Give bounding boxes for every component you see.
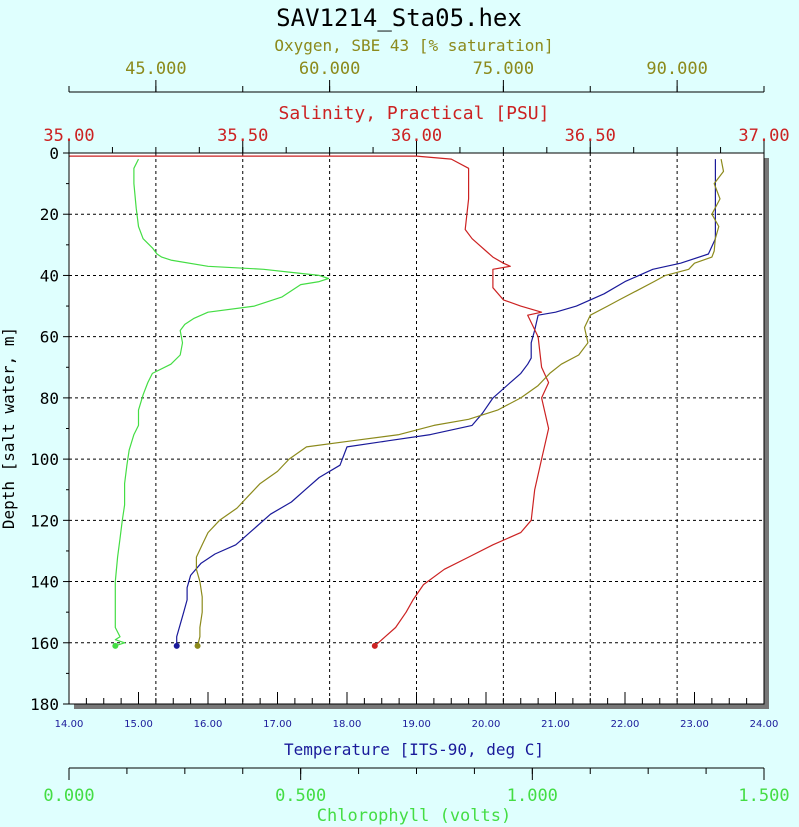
salinity-axis-tick-label: 35.00 [43,126,94,146]
oxygen-axis-tick-label: 75.000 [473,59,534,79]
oxygen-axis: 45.000 60.000 75.000 90.000 [68,59,765,93]
salinity-axis-tick-label: 36.50 [565,126,616,146]
oxygen-axis-tick-label: 90.000 [646,59,707,79]
temperature-axis-tick-label: 23.00 [680,719,709,730]
temperature-axis-tick-label: 14.00 [55,719,84,730]
depth-tick-label: 120 [30,511,59,530]
chlorophyll-axis-tick-label: 1.000 [507,786,558,806]
temperature-axis: 14.00 15.00 16.00 17.00 18.00 19.00 20.00 21.00… [55,692,779,730]
grid [69,153,764,704]
oxygen-axis-tick-label: 45.000 [125,59,186,79]
series-temperature-line [176,159,717,646]
depth-tick-label: 0 [49,144,59,163]
oxygen-axis-tick-label: 60.000 [299,59,360,79]
chlorophyll-axis: 0.000 0.500 1.000 1.500 [43,767,790,806]
chlorophyll-axis-tick-label: 0.500 [275,786,326,806]
salinity-axis-tick-label: 35.50 [217,126,268,146]
depth-axis-label: Depth [salt water, m] [0,327,18,529]
temperature-axis-tick-label: 17.00 [263,719,292,730]
depth-tick-label: 180 [30,695,59,714]
series-salinity-end-marker [371,642,378,649]
temperature-axis-tick-label: 18.00 [333,719,362,730]
salinity-axis-tick-label: 37.00 [738,126,789,146]
chlorophyll-axis-tick-label: 1.500 [738,786,789,806]
series-oxygen-line [195,158,725,646]
temperature-axis-tick-label: 22.00 [611,719,640,730]
series-chlorophyll-line [114,158,330,647]
depth-tick-label: 140 [30,573,59,592]
chart-title: SAV1214_Sta05.hex [276,4,522,32]
temperature-axis-tick-label: 24.00 [750,719,779,730]
temperature-axis-tick-label: 21.00 [541,719,570,730]
temperature-axis-tick-label: 19.00 [402,719,431,730]
salinity-axis-label: Salinity, Practical [PSU] [279,103,550,124]
temperature-axis-label: Temperature [ITS-90, deg C] [284,740,544,759]
chlorophyll-axis-label: Chlorophyll (volts) [317,806,511,826]
depth-tick-label: 80 [40,389,59,408]
salinity-axis-tick-label: 36.00 [391,126,442,146]
series-oxygen-end-marker [194,642,201,649]
series-temperature-end-marker [173,642,180,649]
depth-axis: 0 20 40 60 80 100 120 140 160 180 [30,144,70,714]
depth-tick-label: 20 [40,205,59,224]
series-chlorophyll-end-marker [112,642,119,649]
depth-tick-label: 160 [30,634,59,653]
depth-tick-label: 60 [40,328,59,347]
depth-tick-label: 40 [40,266,59,285]
chlorophyll-axis-tick-label: 0.000 [43,786,94,806]
oxygen-axis-label: Oxygen, SBE 43 [% saturation] [274,36,553,55]
series-layer [69,155,725,649]
series-salinity-line [69,155,550,647]
temperature-axis-tick-label: 15.00 [124,719,153,730]
temperature-axis-tick-label: 16.00 [194,719,223,730]
temperature-axis-tick-label: 20.00 [472,719,501,730]
depth-tick-label: 100 [30,450,59,469]
